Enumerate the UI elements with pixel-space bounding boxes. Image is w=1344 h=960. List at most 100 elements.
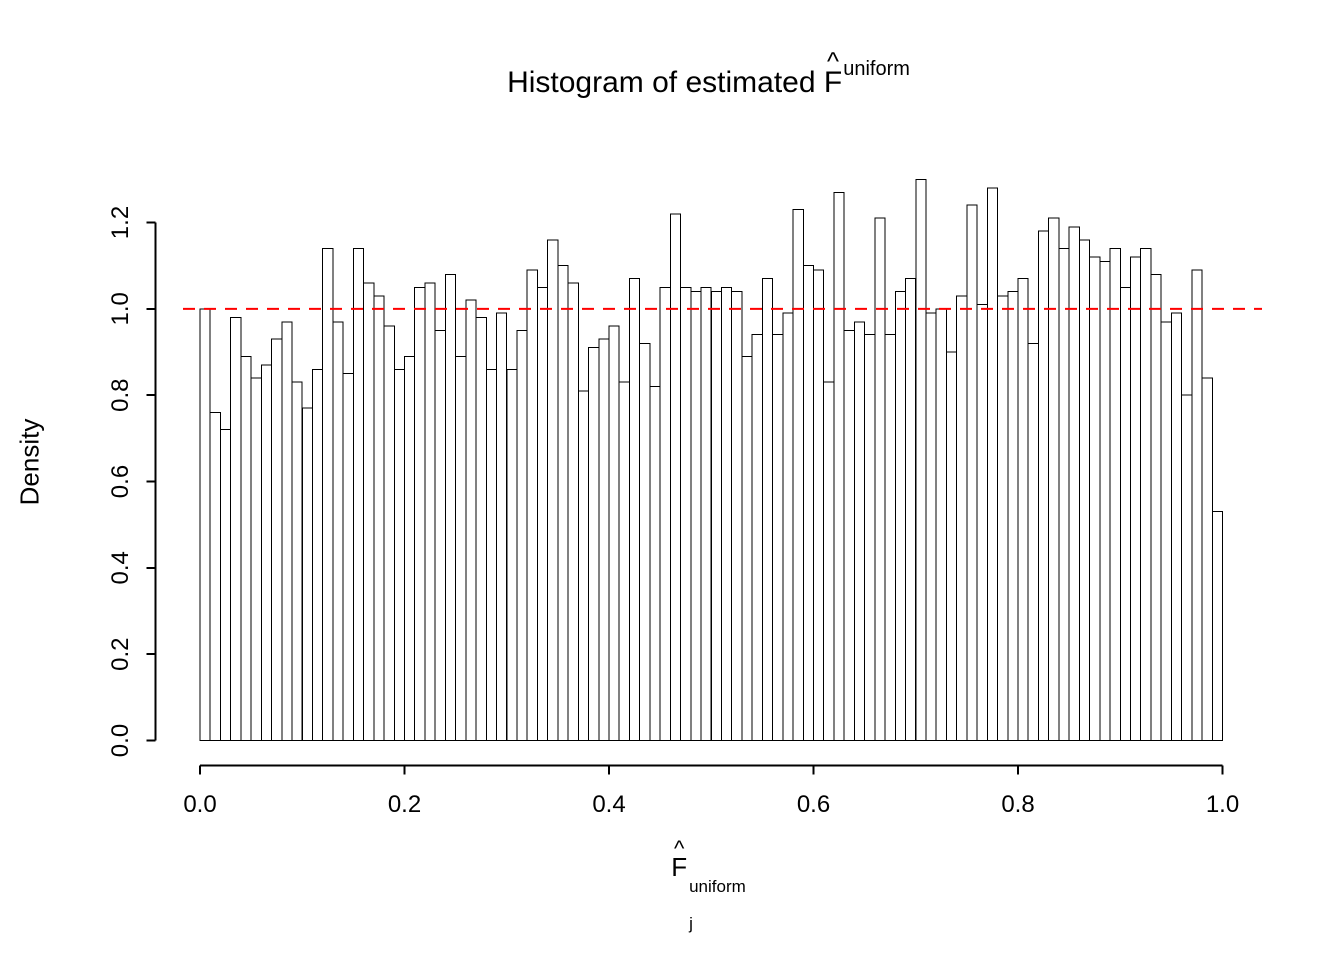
histogram-bar xyxy=(322,247,334,741)
histogram-bar xyxy=(1007,291,1019,741)
histogram-bar xyxy=(230,316,242,741)
title-superscript: uniform xyxy=(843,58,910,80)
histogram-bar xyxy=(1017,278,1029,741)
histogram-bar xyxy=(690,291,702,741)
histogram-bar xyxy=(465,299,477,741)
histogram-bar xyxy=(496,312,508,741)
histogram-bar xyxy=(731,291,743,741)
y-tick-label: 0.0 xyxy=(107,724,134,757)
histogram-bar xyxy=(1201,377,1213,741)
histogram-bar xyxy=(618,381,630,741)
y-tick-label: 0.6 xyxy=(107,465,134,498)
histogram-bar xyxy=(1170,312,1183,741)
histogram-bar xyxy=(945,351,958,741)
histogram-bar xyxy=(1211,511,1224,741)
histogram-bar xyxy=(291,381,303,741)
histogram-bar xyxy=(1068,226,1080,741)
histogram-bar xyxy=(1048,217,1060,741)
histogram-bar xyxy=(864,334,876,741)
histogram-bar xyxy=(219,429,232,741)
x-tick-label: 0.4 xyxy=(592,791,625,818)
y-tick-label: 0.2 xyxy=(107,637,134,670)
histogram-bar xyxy=(986,187,999,742)
histogram-bar xyxy=(741,355,753,741)
histogram-bar xyxy=(240,355,252,741)
histogram-bar xyxy=(628,278,641,741)
histogram-bar xyxy=(424,282,436,741)
xlabel-f-hat: ^ F xyxy=(671,838,688,883)
histogram-bar xyxy=(475,316,487,741)
histogram-bar xyxy=(485,368,498,741)
histogram-bar xyxy=(301,407,313,741)
xlabel-f: F xyxy=(671,852,688,882)
histogram-bar xyxy=(342,373,354,741)
histogram-bar xyxy=(823,381,835,741)
histogram-bar xyxy=(526,269,538,741)
histogram-bar xyxy=(915,178,927,741)
histogram-bar xyxy=(1027,342,1039,741)
xlabel-superscript: uniform xyxy=(689,877,746,896)
histogram-bar xyxy=(383,325,395,741)
histogram-bar xyxy=(1058,247,1070,741)
histogram-bar xyxy=(271,338,283,741)
histogram-bar xyxy=(1140,247,1152,741)
histogram-bar xyxy=(1129,256,1142,741)
x-tick-label: 1.0 xyxy=(1206,791,1239,818)
x-tick-label: 0.6 xyxy=(797,791,830,818)
histogram-bar xyxy=(444,273,457,741)
histogram-bar xyxy=(792,209,804,742)
x-tick-label: 0.8 xyxy=(1001,791,1034,818)
histogram-bar xyxy=(414,286,426,741)
histogram-bar xyxy=(843,329,855,741)
histogram-bar xyxy=(506,368,518,741)
histogram-bar xyxy=(700,286,712,741)
histogram-bar xyxy=(1191,269,1203,741)
hat-accent: ^ xyxy=(827,48,840,77)
histogram-bar xyxy=(935,308,947,741)
title-text: Histogram of estimated xyxy=(507,66,816,99)
histogram-bar xyxy=(997,295,1009,741)
histogram-bar xyxy=(373,295,385,741)
histogram-bar xyxy=(884,334,896,741)
xlabel-subscript: j xyxy=(689,914,693,933)
histogram-bar xyxy=(710,291,722,741)
histogram-bar xyxy=(608,325,620,741)
histogram-bar xyxy=(352,247,365,741)
histogram-bar xyxy=(199,308,211,741)
hat-accent: ^ xyxy=(673,836,685,862)
histogram-bar xyxy=(1119,286,1131,741)
histogram-bar xyxy=(588,347,600,741)
histogram-bar xyxy=(639,342,651,741)
chart-title: Histogram of estimated ^ Funiform xyxy=(155,50,1262,100)
histogram-bar xyxy=(1150,273,1162,741)
histogram-bar xyxy=(209,411,221,741)
histogram-bar xyxy=(761,278,774,741)
histogram-bar xyxy=(802,265,814,741)
histogram-bar xyxy=(598,338,610,741)
x-tick-label: 0.0 xyxy=(183,791,216,818)
y-tick-label: 0.4 xyxy=(107,551,134,584)
histogram-bar xyxy=(659,286,671,741)
histogram-bar xyxy=(455,355,467,741)
histogram-bar xyxy=(894,291,907,741)
histogram-bar xyxy=(281,321,293,741)
histogram-bar xyxy=(925,312,937,741)
x-tick-label: 0.2 xyxy=(388,791,421,818)
histogram-bar xyxy=(813,269,825,741)
histogram-bar xyxy=(434,329,446,741)
histogram-bar xyxy=(260,364,273,741)
title-f-hat: ^ F xyxy=(824,50,842,100)
histogram-bar xyxy=(332,321,344,741)
histogram-bar xyxy=(1099,260,1111,741)
histogram-bar xyxy=(404,355,416,741)
histogram-bar xyxy=(363,282,375,741)
histogram-bar xyxy=(649,386,661,741)
histogram-bar xyxy=(833,191,845,741)
histogram-bar xyxy=(772,334,784,741)
histogram-bar xyxy=(547,239,559,742)
histogram-bar xyxy=(751,334,763,741)
xlabel-scripts: uniform j xyxy=(689,878,746,932)
